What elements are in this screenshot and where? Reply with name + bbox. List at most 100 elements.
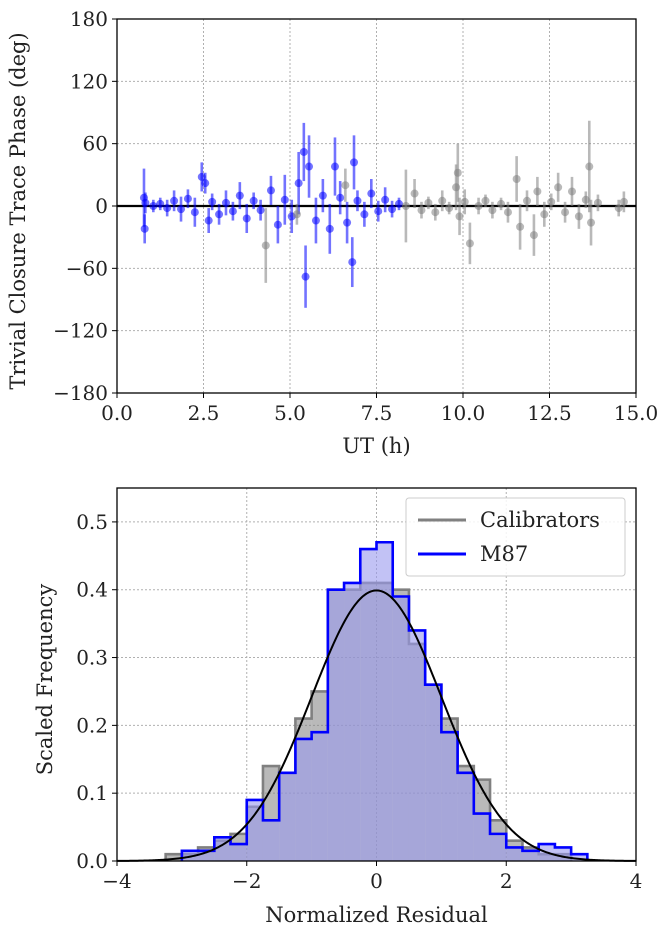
- bottom-y-ticks: 0.0 0.1 0.2 0.3 0.4 0.5: [76, 510, 117, 873]
- data-marker: [374, 207, 383, 216]
- data-marker: [488, 206, 497, 215]
- scatter-point: [619, 191, 628, 213]
- histogram-bar: [473, 813, 491, 861]
- top-x-tick-label: 0.0: [101, 401, 133, 425]
- scatter-point: [593, 194, 602, 212]
- scatter-point: [503, 201, 512, 223]
- scatter-point: [208, 193, 217, 211]
- top-y-tick-label: 120: [70, 69, 108, 93]
- scatter-point: [474, 197, 483, 215]
- top-x-tick-label: 15.0: [614, 401, 659, 425]
- data-marker: [221, 198, 230, 207]
- scatter-point: [417, 201, 426, 219]
- data-marker: [574, 212, 583, 221]
- bottom-x-tick-label: −2: [232, 869, 261, 893]
- data-marker: [183, 194, 192, 203]
- data-marker: [204, 216, 213, 225]
- top-x-ticks: 0.0 2.5 5.0 7.5 10.0 12.5 15.0: [101, 393, 658, 425]
- histogram-bar: [490, 833, 507, 861]
- data-marker: [431, 208, 440, 217]
- histogram-bar: [295, 738, 312, 861]
- data-marker: [348, 258, 357, 267]
- top-y-ticks: −180 −120 −60 0 60 120 180: [53, 7, 117, 405]
- scatter-point: [360, 201, 369, 227]
- data-marker: [353, 196, 362, 205]
- data-marker: [341, 181, 350, 190]
- data-marker: [343, 218, 352, 227]
- histogram-bar: [262, 820, 280, 861]
- scatter-point: [221, 190, 230, 216]
- bottom-x-axis-label: Normalized Residual: [265, 903, 488, 927]
- top-y-axis-label: Trivial Closure Trace Phase (deg): [6, 32, 30, 389]
- scatter-point: [301, 245, 310, 308]
- data-marker: [614, 204, 623, 213]
- data-marker: [266, 186, 275, 195]
- data-marker: [438, 196, 447, 205]
- scatter-point: [141, 192, 150, 214]
- legend: Calibrators M87: [405, 497, 626, 577]
- scatter-point: [305, 135, 314, 198]
- scatter-point: [540, 201, 549, 227]
- data-marker: [301, 272, 310, 281]
- bottom-y-tick-label: 0.0: [76, 849, 108, 873]
- data-marker: [299, 147, 308, 156]
- scatter-point: [318, 178, 327, 213]
- scatter-point: [350, 135, 359, 190]
- data-marker: [261, 241, 270, 250]
- scatter-point: [410, 178, 419, 209]
- scatter-point: [190, 197, 199, 227]
- scatter-point: [177, 196, 186, 222]
- m87-outline: [180, 540, 589, 861]
- top-y-tick-label: 0: [95, 194, 108, 218]
- top-y-tick-label: −120: [53, 319, 108, 343]
- data-marker: [201, 179, 210, 188]
- scatter-point: [512, 156, 521, 202]
- histogram-bar: [360, 549, 377, 861]
- scatter-point: [311, 197, 320, 244]
- data-marker: [561, 208, 570, 217]
- data-marker: [197, 172, 206, 181]
- scatter-point: [343, 201, 352, 244]
- histogram-bar: [457, 772, 474, 861]
- data-marker: [394, 199, 403, 208]
- gaussian-curve: [116, 589, 637, 862]
- histogram-bar: [327, 589, 345, 861]
- scatter-point: [581, 191, 590, 209]
- histogram-bar: [311, 732, 328, 861]
- data-marker: [554, 183, 563, 192]
- scatter-point: [266, 175, 275, 205]
- scatter-point: [228, 201, 237, 221]
- scatter-point: [204, 208, 213, 234]
- legend-box: [405, 497, 626, 577]
- scatter-point: [567, 176, 576, 206]
- data-marker: [401, 202, 410, 210]
- scatter-point: [201, 172, 210, 194]
- histogram-bar: [376, 542, 393, 861]
- scatter-point: [561, 201, 570, 223]
- scatter-point: [353, 190, 362, 212]
- data-marker: [481, 196, 490, 205]
- data-marker: [533, 187, 542, 196]
- bottom-x-tick-label: 0: [370, 869, 383, 893]
- scatter-point: [170, 190, 179, 212]
- top-y-tick-label: 180: [70, 7, 108, 31]
- data-marker: [619, 197, 628, 206]
- scatter-point: [614, 199, 623, 217]
- bottom-x-tick-label: −4: [102, 869, 131, 893]
- data-marker: [587, 218, 596, 227]
- data-marker: [455, 212, 464, 221]
- data-marker: [294, 179, 303, 188]
- histogram-bar: [246, 799, 263, 861]
- data-marker: [305, 162, 314, 171]
- scatter-point: [336, 181, 345, 215]
- top-x-axis-label: UT (h): [342, 434, 410, 458]
- scatter-point: [299, 122, 308, 182]
- data-marker: [149, 202, 158, 210]
- scatter-point: [381, 187, 390, 213]
- data-marker: [388, 205, 397, 214]
- data-marker: [242, 214, 251, 223]
- bottom-y-tick-label: 0.5: [76, 510, 108, 534]
- top-x-tick-label: 7.5: [361, 401, 393, 425]
- scatter-point: [547, 193, 556, 211]
- scatter-point: [348, 237, 357, 288]
